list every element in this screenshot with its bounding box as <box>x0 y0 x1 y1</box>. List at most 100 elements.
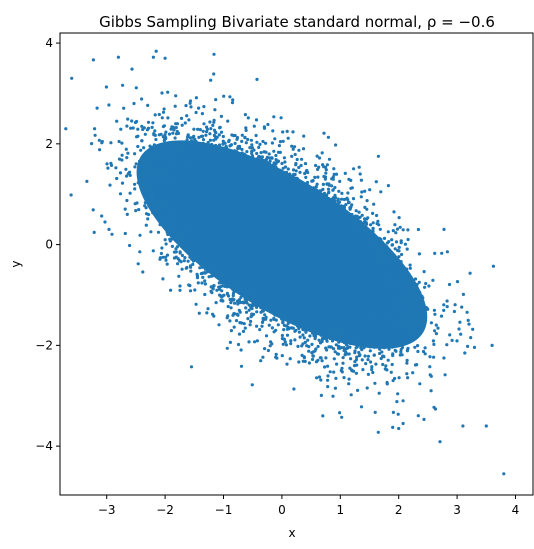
scatter-point <box>176 163 180 167</box>
scatter-point <box>225 146 229 150</box>
scatter-point <box>229 301 233 305</box>
scatter-point <box>190 257 194 261</box>
scatter-point <box>432 342 436 346</box>
scatter-point <box>228 95 232 99</box>
scatter-point <box>147 196 151 200</box>
scatter-point <box>408 266 412 270</box>
scatter-point <box>297 148 301 152</box>
scatter-point <box>185 146 189 150</box>
scatter-point <box>413 297 417 301</box>
scatter-point <box>214 98 218 102</box>
scatter-point <box>219 114 223 118</box>
scatter-point <box>221 245 225 249</box>
scatter-point <box>341 361 345 365</box>
scatter-point <box>312 225 316 229</box>
scatter-point <box>165 253 170 257</box>
scatter-point <box>131 126 135 130</box>
scatter-point <box>209 274 214 278</box>
scatter-point <box>320 195 324 199</box>
scatter-point <box>243 113 247 117</box>
scatter-point <box>370 281 374 286</box>
scatter-point <box>301 147 306 151</box>
scatter-point <box>408 337 412 341</box>
scatter-point <box>162 210 166 214</box>
scatter-point <box>176 209 180 213</box>
scatter-point <box>272 115 276 119</box>
scatter-point <box>391 229 395 233</box>
scatter-point <box>331 394 335 398</box>
scatter-point <box>98 148 102 152</box>
scatter-point <box>188 136 192 140</box>
scatter-point <box>205 311 209 315</box>
scatter-point <box>244 141 248 145</box>
scatter-point <box>284 343 288 347</box>
scatter-point <box>265 233 269 237</box>
scatter-point <box>363 354 367 358</box>
scatter-point <box>158 209 163 213</box>
scatter-point <box>322 326 326 330</box>
scatter-point <box>303 340 307 344</box>
scatter-point <box>333 350 337 354</box>
scatter-point <box>397 245 401 249</box>
scatter-point <box>376 324 380 328</box>
scatter-point <box>401 327 405 331</box>
scatter-point <box>411 337 415 341</box>
scatter-point <box>323 271 327 275</box>
scatter-point <box>178 288 182 292</box>
scatter-point <box>358 220 362 224</box>
scatter-point <box>158 213 162 217</box>
scatter-point <box>179 143 183 147</box>
scatter-point <box>272 298 277 302</box>
scatter-point <box>197 135 201 139</box>
scatter-point <box>458 320 462 324</box>
scatter-point <box>149 201 153 205</box>
scatter-point <box>138 233 142 237</box>
scatter-point <box>211 123 215 127</box>
scatter-point <box>211 312 215 316</box>
scatter-point <box>204 163 209 168</box>
scatter-point <box>355 355 359 359</box>
scatter-point <box>217 133 221 137</box>
scatter-point <box>92 230 96 234</box>
scatter-point <box>193 288 197 292</box>
scatter-point <box>292 387 296 391</box>
scatter-point <box>238 283 242 287</box>
scatter-point <box>177 149 181 153</box>
scatter-point <box>379 291 383 295</box>
scatter-point <box>184 201 188 205</box>
scatter-point <box>107 103 111 107</box>
scatter-point <box>134 209 138 213</box>
scatter-point <box>347 272 351 276</box>
scatter-point <box>191 172 195 176</box>
scatter-point <box>108 183 112 187</box>
scatter-point <box>123 231 127 236</box>
scatter-point <box>220 289 224 293</box>
scatter-point <box>180 201 184 205</box>
scatter-point <box>422 270 426 274</box>
scatter-point <box>109 141 113 145</box>
scatter-point <box>310 357 315 361</box>
scatter-point <box>378 347 382 351</box>
scatter-point <box>160 246 164 250</box>
scatter-point <box>264 315 268 319</box>
scatter-point <box>376 332 380 336</box>
scatter-point <box>178 284 182 288</box>
scatter-point <box>118 171 123 175</box>
scatter-point <box>384 269 388 273</box>
scatter-point <box>305 344 309 348</box>
scatter-point <box>170 224 174 228</box>
scatter-point <box>171 125 175 129</box>
scatter-point <box>258 142 262 146</box>
scatter-point <box>368 318 372 322</box>
scatter-point <box>362 346 366 350</box>
scatter-point <box>322 191 327 195</box>
scatter-point <box>233 301 237 305</box>
scatter-point <box>134 162 138 166</box>
scatter-point <box>137 159 142 163</box>
scatter-point <box>373 410 377 414</box>
scatter-point <box>248 146 252 150</box>
scatter-point <box>366 232 370 236</box>
scatter-point <box>322 131 326 135</box>
scatter-point <box>142 189 146 193</box>
scatter-point <box>182 158 187 162</box>
